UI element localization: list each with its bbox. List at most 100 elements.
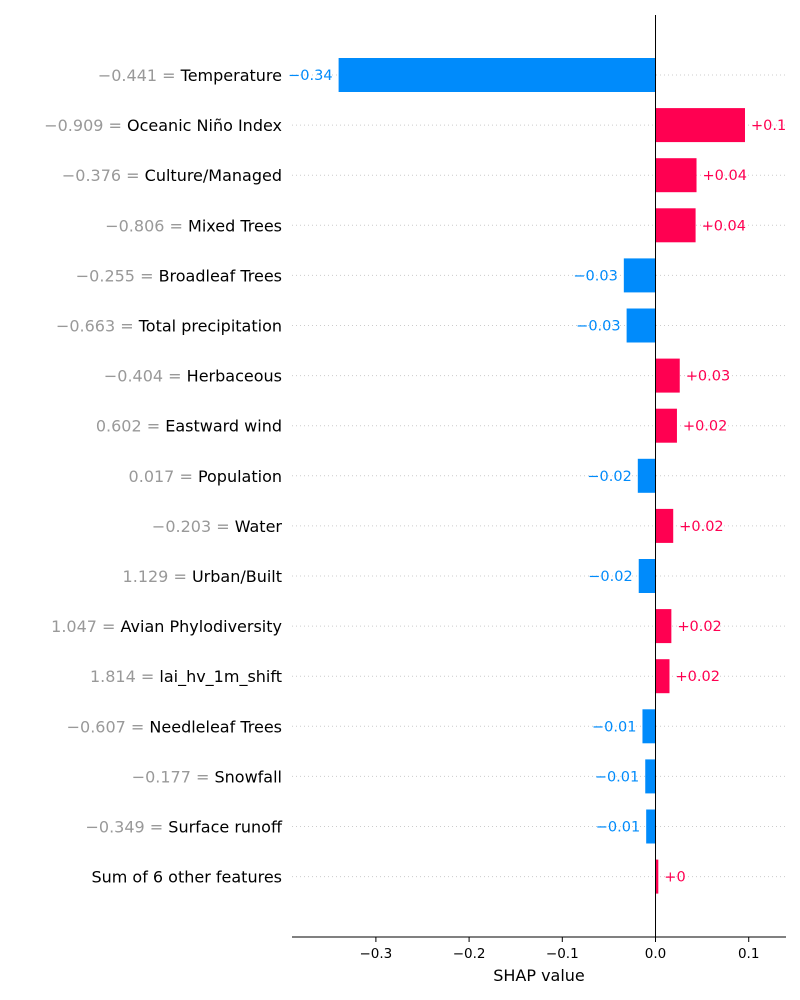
gridlines <box>292 74 786 878</box>
bar <box>655 158 697 193</box>
bar <box>655 508 674 543</box>
feature-value: 1.047 <box>51 617 97 636</box>
equals-sign: = <box>103 116 127 135</box>
x-tick-label: −0.1 <box>546 946 579 962</box>
feature-value: 0.602 <box>96 417 142 436</box>
equals-sign: = <box>163 367 187 386</box>
bar <box>655 408 677 443</box>
feature-label: −0.607 = Needleleaf Trees <box>67 717 282 736</box>
feature-name: Sum of 6 other features <box>91 868 282 887</box>
feature-value: −0.376 <box>62 166 121 185</box>
feature-label: 1.129 = Urban/Built <box>123 567 282 586</box>
bar <box>637 458 656 493</box>
feature-label: Sum of 6 other features <box>91 868 282 887</box>
bar-value-label: +0.02 <box>679 519 723 535</box>
bar <box>655 609 672 644</box>
feature-name: Temperature <box>180 66 282 85</box>
equals-sign: = <box>135 266 159 285</box>
x-tick-label: 0.0 <box>645 946 666 962</box>
bars: −0.34 +0.1 +0.04 +0.04 −0.03 −0.03 +0.03 +0.02 −… <box>288 58 786 894</box>
equals-sign: = <box>145 818 169 837</box>
bar <box>655 358 680 393</box>
bar <box>623 258 656 293</box>
feature-value: −0.663 <box>56 317 115 336</box>
feature-name: Water <box>235 517 283 536</box>
equals-sign: = <box>121 166 145 185</box>
feature-name: Population <box>198 467 282 486</box>
feature-label: −0.909 = Oceanic Niño Index <box>44 116 282 135</box>
feature-label: 1.047 = Avian Phylodiversity <box>51 617 282 636</box>
bar <box>626 308 656 343</box>
feature-name: Culture/Managed <box>145 166 282 185</box>
feature-label: −0.376 = Culture/Managed <box>62 166 282 185</box>
equals-sign: = <box>126 717 150 736</box>
bar-value-label: +0.02 <box>677 619 721 635</box>
bar-value-label: +0.1 <box>751 118 786 134</box>
feature-value: −0.806 <box>105 216 164 235</box>
feature-value: 1.814 <box>90 667 136 686</box>
bar <box>655 659 670 694</box>
bar <box>655 208 696 243</box>
feature-label: −0.663 = Total precipitation <box>56 317 282 336</box>
bar-value-label: +0.03 <box>686 369 730 385</box>
feature-label: −0.349 = Surface runoff <box>85 818 282 837</box>
feature-label: 0.602 = Eastward wind <box>96 417 282 436</box>
feature-name: lai_hv_1m_shift <box>159 667 282 687</box>
bar-value-label: −0.02 <box>588 569 632 585</box>
bar <box>642 709 656 744</box>
feature-value: −0.203 <box>152 517 211 536</box>
equals-sign: = <box>157 66 181 85</box>
x-axis: −0.3 −0.2 −0.1 0.0 0.1 <box>292 936 786 962</box>
feature-value: −0.441 <box>98 66 157 85</box>
x-axis-title: SHAP value <box>493 966 585 985</box>
bar-value-label: +0.02 <box>675 669 719 685</box>
feature-name: Urban/Built <box>192 567 282 586</box>
bar-value-label: −0.01 <box>595 769 639 785</box>
feature-label: −0.404 = Herbaceous <box>104 367 282 386</box>
feature-name: Broadleaf Trees <box>159 266 282 285</box>
equals-sign: = <box>97 617 121 636</box>
bar-value-label: −0.34 <box>288 68 332 84</box>
feature-name: Needleleaf Trees <box>149 717 282 736</box>
equals-sign: = <box>115 317 139 336</box>
bar <box>638 559 656 593</box>
feature-value: −0.607 <box>67 717 126 736</box>
feature-value: −0.255 <box>76 266 135 285</box>
equals-sign: = <box>164 216 188 235</box>
feature-label: −0.203 = Water <box>152 517 283 536</box>
feature-label: −0.177 = Snowfall <box>132 767 282 786</box>
equals-sign: = <box>168 567 192 586</box>
feature-value: −0.177 <box>132 767 191 786</box>
feature-label: 0.017 = Population <box>129 467 282 486</box>
x-tick-label: −0.3 <box>359 946 392 962</box>
equals-sign: = <box>142 417 166 436</box>
bar-value-label: +0 <box>664 870 685 886</box>
bar-value-label: −0.01 <box>592 719 636 735</box>
feature-name: Eastward wind <box>165 417 282 436</box>
equals-sign: = <box>191 767 215 786</box>
bar-value-label: −0.03 <box>576 319 620 335</box>
bar <box>646 809 656 844</box>
bar-value-label: −0.03 <box>573 268 617 284</box>
equals-sign: = <box>211 517 235 536</box>
feature-name: Oceanic Niño Index <box>127 116 282 135</box>
feature-label: −0.806 = Mixed Trees <box>105 216 282 235</box>
feature-value: −0.404 <box>104 367 163 386</box>
bar <box>655 108 745 143</box>
feature-name: Mixed Trees <box>188 216 282 235</box>
feature-value: −0.909 <box>44 116 103 135</box>
bar <box>655 859 659 894</box>
bar-value-label: +0.02 <box>683 419 727 435</box>
bar <box>645 759 656 794</box>
feature-label: 1.814 = lai_hv_1m_shift <box>90 667 282 687</box>
feature-value: 0.017 <box>129 467 175 486</box>
feature-labels: −0.441 = Temperature −0.909 = Oceanic Niñ… <box>44 66 283 887</box>
bar-value-label: −0.01 <box>596 820 640 836</box>
bar-value-label: +0.04 <box>702 218 746 234</box>
bar <box>338 58 656 92</box>
feature-label: −0.255 = Broadleaf Trees <box>76 266 282 285</box>
x-tick-label: 0.1 <box>738 946 759 962</box>
feature-name: Surface runoff <box>168 818 283 837</box>
equals-sign: = <box>136 667 160 686</box>
